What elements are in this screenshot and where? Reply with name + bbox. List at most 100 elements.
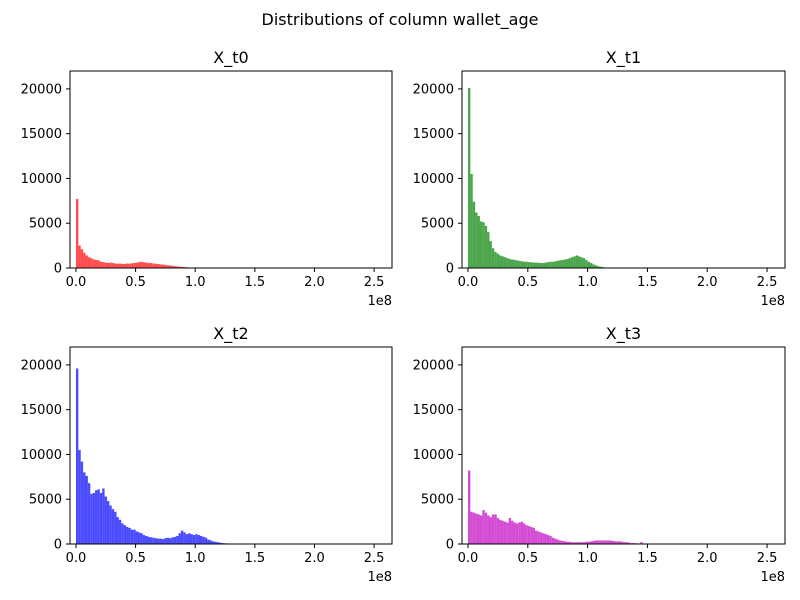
- histogram-bar: [573, 542, 576, 544]
- histogram-bar: [601, 540, 605, 544]
- x-tick-label: 1.0: [577, 275, 598, 290]
- histogram-bar: [87, 483, 91, 544]
- histogram-bar: [570, 257, 574, 268]
- histogram-bar: [537, 262, 540, 268]
- histogram-bar: [97, 260, 100, 268]
- histogram-bar: [106, 262, 110, 268]
- y-tick-label: 20000: [413, 358, 454, 373]
- axes-frame: [461, 70, 786, 269]
- histogram-bar: [78, 449, 81, 544]
- histogram-bar: [525, 525, 528, 544]
- histogram-bar: [511, 520, 514, 544]
- histogram-bar: [539, 532, 543, 544]
- histogram-bar: [472, 512, 476, 544]
- y-tick-label: 0: [446, 262, 454, 277]
- histogram-bar: [518, 522, 521, 544]
- histogram-bar: [518, 260, 521, 268]
- histogram-bar: [180, 530, 184, 544]
- x-tick-label: 1.5: [245, 275, 266, 290]
- histogram-bar: [166, 537, 169, 544]
- histogram-bar: [558, 260, 562, 268]
- histogram-bar: [154, 263, 158, 268]
- histogram-bar: [190, 534, 193, 544]
- histogram-bar: [176, 535, 179, 544]
- histogram-bar: [176, 266, 179, 268]
- y-tick-label: 5000: [421, 493, 454, 508]
- histogram-bar: [640, 542, 643, 544]
- histogram-bar: [197, 535, 200, 544]
- histogram-bar: [477, 514, 480, 544]
- histogram-bar: [513, 522, 516, 544]
- histogram-bar: [537, 531, 540, 544]
- histogram-bar: [503, 521, 507, 544]
- histogram-bar: [152, 263, 155, 268]
- histogram-bar: [95, 259, 98, 268]
- histogram-bar: [114, 263, 117, 268]
- histogram-bar: [116, 517, 119, 544]
- axes-frame: [69, 346, 393, 545]
- x-tick-label: 2.5: [364, 275, 385, 290]
- histogram-bar: [173, 266, 177, 268]
- histogram-bar: [491, 248, 495, 268]
- histogram-bar: [563, 541, 567, 544]
- histogram-bar: [616, 541, 619, 544]
- histogram-bar: [123, 525, 127, 544]
- histogram-bar: [582, 542, 586, 544]
- histogram-bar: [590, 263, 593, 268]
- histogram-bar: [580, 257, 583, 268]
- histogram-bar: [159, 264, 162, 268]
- histogram-bar: [183, 532, 186, 544]
- x-tick-label: 0.0: [66, 275, 87, 290]
- histogram-bar: [484, 225, 488, 268]
- histogram-bar: [145, 262, 148, 268]
- x-offset-label: 1e8: [760, 570, 785, 585]
- histogram-bar: [80, 461, 84, 544]
- histogram-bar: [118, 263, 122, 268]
- histogram-bar: [192, 535, 196, 544]
- histogram-bar: [104, 496, 107, 544]
- x-tick-label: 0.5: [125, 551, 146, 566]
- histogram-bar: [92, 259, 96, 268]
- histogram-bar: [515, 260, 519, 268]
- histogram-bar: [92, 492, 96, 544]
- histogram-bar: [195, 534, 198, 544]
- histogram-bar: [530, 262, 533, 268]
- histogram-bar: [613, 541, 617, 544]
- histogram-bar: [554, 261, 557, 268]
- histogram-bar: [585, 541, 588, 544]
- histogram-bar: [157, 538, 160, 544]
- histogram-bar: [592, 264, 595, 268]
- histogram-bar: [604, 540, 607, 544]
- histogram-bar: [214, 541, 217, 544]
- histogram-bar: [90, 258, 93, 268]
- histogram-bar: [159, 538, 162, 544]
- histogram-bar: [121, 263, 124, 268]
- x-tick-label: 0.0: [458, 551, 479, 566]
- y-tick-label: 5000: [29, 217, 62, 232]
- histogram-bar: [578, 256, 581, 268]
- histogram-bar: [534, 530, 538, 544]
- histogram-bar: [467, 470, 471, 544]
- histogram-bar: [168, 538, 172, 544]
- x-tick-label: 2.5: [364, 551, 385, 566]
- histogram-bar: [532, 527, 535, 544]
- histogram-bar: [95, 490, 98, 544]
- histogram-bar: [137, 532, 141, 544]
- histogram-bar: [126, 526, 129, 544]
- histogram-bar: [135, 531, 138, 544]
- histogram-bar: [597, 266, 600, 268]
- y-tick-label: 5000: [421, 217, 454, 232]
- histogram-bar: [544, 534, 547, 544]
- histogram-bar: [599, 266, 602, 268]
- histogram-bar: [515, 523, 519, 544]
- histogram-bar: [102, 488, 105, 544]
- histogram-bar: [154, 538, 158, 544]
- histogram-bar: [556, 260, 559, 268]
- histogram-bar: [587, 261, 590, 268]
- histogram-bar: [114, 511, 117, 544]
- histogram-bars: [467, 88, 612, 268]
- y-tick-label: 15000: [21, 403, 62, 418]
- histogram-bar: [137, 262, 141, 268]
- histogram-bar: [570, 542, 574, 544]
